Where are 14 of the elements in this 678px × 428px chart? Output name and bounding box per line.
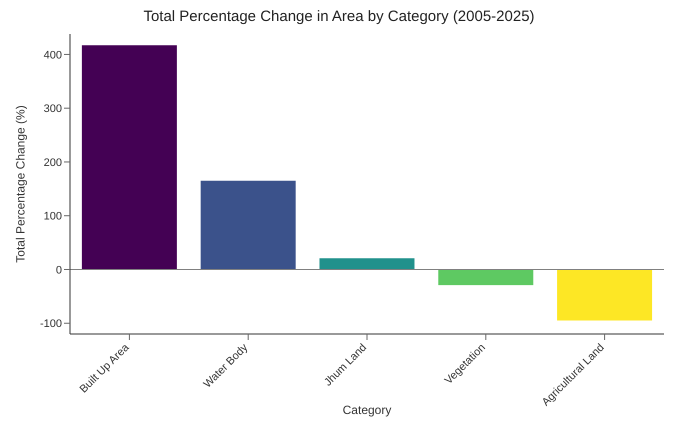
- y-tick-label: 100: [44, 210, 62, 223]
- bar: [557, 269, 652, 321]
- y-tick-label: 0: [56, 264, 62, 276]
- bar: [438, 269, 534, 286]
- y-tick-label: 400: [44, 49, 62, 62]
- y-tick-label: 300: [44, 103, 62, 116]
- y-tick-label: -100: [40, 318, 62, 330]
- bar: [319, 258, 414, 270]
- chart-title: Total Percentage Change in Area by Category (2005-2025): [142, 8, 536, 27]
- bar: [82, 45, 177, 270]
- x-axis-title: Category: [342, 403, 392, 417]
- bar: [200, 180, 296, 270]
- y-axis-title: Total Percentage Change (%): [13, 105, 28, 263]
- y-tick-label: 200: [44, 156, 62, 169]
